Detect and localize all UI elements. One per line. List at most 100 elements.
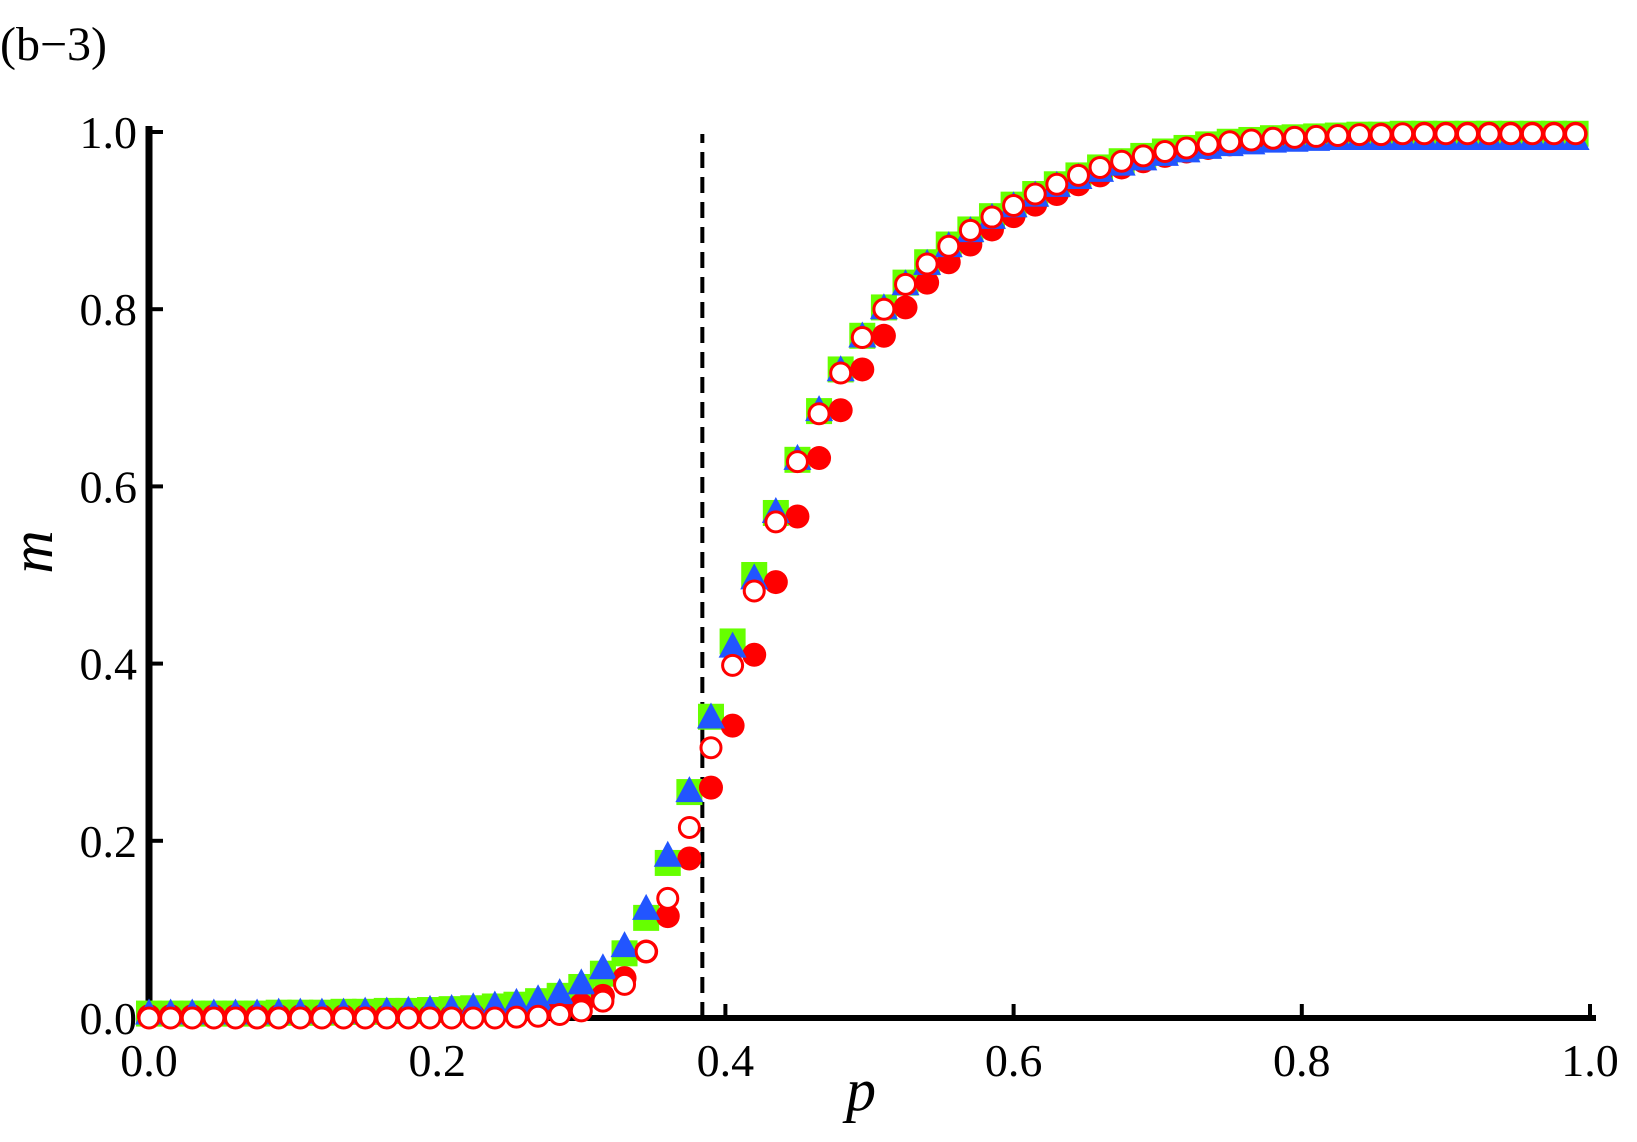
open-circle-marker — [245, 1006, 269, 1030]
x-tick-label: 1.0 — [1561, 1035, 1619, 1086]
filled-circle-marker — [720, 713, 745, 738]
open-circle-marker — [504, 1005, 528, 1029]
open-circle-marker — [1002, 194, 1026, 218]
open-circle-marker — [267, 1006, 291, 1030]
open-circle-marker — [137, 1006, 161, 1030]
open-circle-marker — [1218, 130, 1242, 154]
open-circle-marker — [1066, 163, 1090, 187]
triangle-marker — [545, 978, 574, 1005]
open-circle-marker — [440, 1006, 464, 1030]
open-circle-marker — [1153, 139, 1177, 163]
open-circle-marker — [1131, 144, 1155, 168]
open-circle-marker — [353, 1006, 377, 1030]
triangle-marker — [718, 631, 747, 658]
open-circle-marker — [1110, 149, 1134, 173]
open-circle-marker — [569, 999, 593, 1023]
panel-label: (b−3) — [0, 18, 107, 71]
open-circle-marker — [1499, 122, 1523, 146]
open-circle-marker — [591, 989, 615, 1013]
y-tick-label: 0.8 — [80, 284, 138, 335]
open-circle-marker — [1347, 123, 1371, 147]
triangle-marker — [696, 702, 725, 729]
y-tick-label: 0.0 — [80, 993, 138, 1044]
triangle-marker — [632, 893, 661, 920]
open-circle-marker — [1283, 125, 1307, 149]
open-circle-marker — [1542, 122, 1566, 146]
x-tick-label: 0.4 — [697, 1035, 755, 1086]
triangle-marker — [675, 776, 704, 803]
open-circle-marker — [742, 579, 766, 603]
x-axis-title: p — [842, 1057, 876, 1123]
y-axis-title: m — [0, 530, 65, 573]
open-circle-marker — [807, 402, 831, 426]
open-circle-marker — [223, 1006, 247, 1030]
filled-circle-marker — [655, 904, 680, 929]
open-circle-marker — [699, 736, 723, 760]
open-circle-marker — [526, 1004, 550, 1028]
open-circle-marker — [1261, 126, 1285, 150]
open-circle-marker — [1456, 122, 1480, 146]
open-circle-marker — [785, 450, 809, 474]
x-tick-label: 0.8 — [1273, 1035, 1331, 1086]
filled-circle-marker — [850, 357, 875, 382]
filled-circle-marker — [785, 504, 810, 529]
filled-circle-marker — [677, 846, 702, 871]
filled-circle-marker — [871, 323, 896, 348]
filled-circle-marker — [893, 295, 918, 320]
open-circle-marker — [1412, 122, 1436, 146]
open-circle-marker — [375, 1006, 399, 1030]
filled-circle-marker — [828, 398, 853, 423]
filled-circle-marker — [742, 642, 767, 667]
filled-circle-marker — [763, 570, 788, 595]
open-circle-marker — [1023, 182, 1047, 206]
triangle-marker — [524, 984, 553, 1011]
open-circle-marker — [1088, 155, 1112, 179]
open-circle-marker — [872, 297, 896, 321]
data-marks — [135, 120, 1590, 1030]
y-tick-label: 0.6 — [80, 461, 138, 512]
open-circle-marker — [937, 234, 961, 258]
open-circle-marker — [677, 816, 701, 840]
open-circle-marker — [980, 205, 1004, 229]
triangle-marker — [567, 968, 596, 995]
open-circle-marker — [1477, 122, 1501, 146]
open-circle-marker — [396, 1006, 420, 1030]
open-circle-marker — [159, 1006, 183, 1030]
open-circle-marker — [332, 1006, 356, 1030]
open-circle-marker — [958, 218, 982, 242]
x-tick-label: 0.0 — [120, 1035, 178, 1086]
y-tick-label: 1.0 — [80, 107, 138, 158]
open-circle-marker — [461, 1006, 485, 1030]
open-circle-marker — [1391, 122, 1415, 146]
open-circle-marker — [613, 972, 637, 996]
y-tick-label: 0.2 — [80, 816, 138, 867]
open-circle-marker — [288, 1006, 312, 1030]
y-tick-label: 0.4 — [80, 639, 138, 690]
open-circle-marker — [1239, 128, 1263, 152]
x-tick-label: 0.2 — [408, 1035, 466, 1086]
open-circle-marker — [721, 653, 745, 677]
filled-circle-marker — [698, 775, 723, 800]
open-circle-marker — [180, 1006, 204, 1030]
open-circle-marker — [202, 1006, 226, 1030]
open-circle-marker — [1369, 123, 1393, 147]
triangle-marker — [610, 931, 639, 958]
open-circle-marker — [483, 1006, 507, 1030]
open-circle-marker — [634, 940, 658, 964]
open-circle-marker — [829, 361, 853, 385]
open-circle-marker — [850, 326, 874, 350]
open-circle-marker — [1175, 136, 1199, 160]
x-tick-label: 0.6 — [985, 1035, 1043, 1086]
open-circle-marker — [656, 886, 680, 910]
open-circle-marker — [915, 252, 939, 276]
open-circle-marker — [1434, 122, 1458, 146]
filled-circle-marker — [807, 446, 832, 471]
filled-circle-marker — [915, 270, 940, 295]
open-circle-marker — [1304, 124, 1328, 148]
open-circle-marker — [1045, 172, 1069, 196]
open-circle-marker — [1196, 132, 1220, 156]
triangle-marker — [502, 987, 531, 1014]
open-circle-marker — [1564, 122, 1588, 146]
